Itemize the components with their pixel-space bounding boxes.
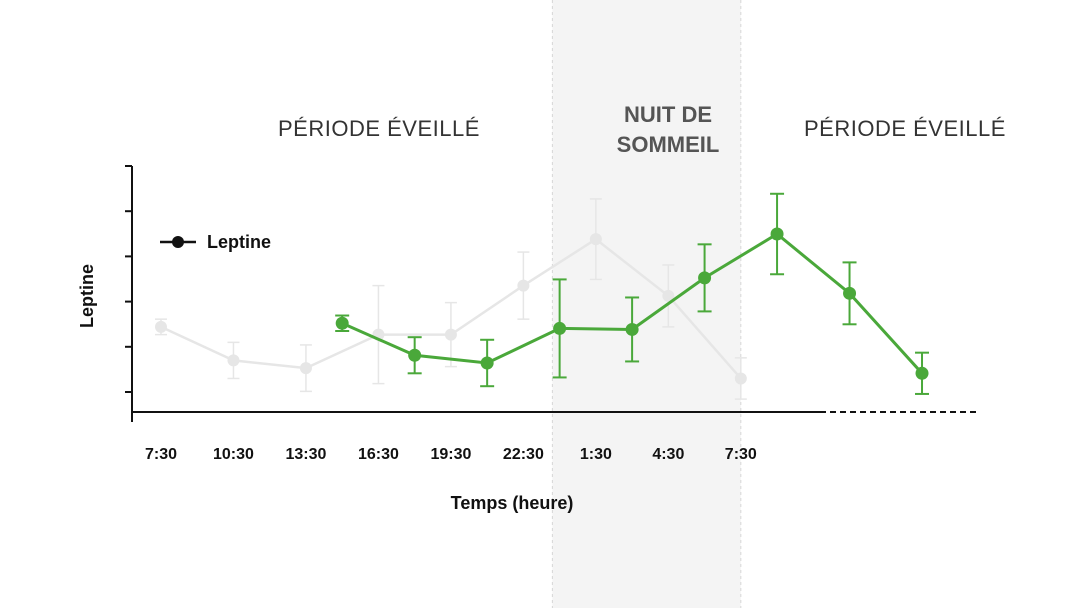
data-point: [408, 348, 422, 362]
faded-series: [154, 198, 747, 400]
data-point: [698, 271, 712, 285]
x-tick-label: 19:30: [430, 446, 471, 463]
data-point: [625, 322, 639, 336]
night-label: NUIT DE SOMMEIL: [577, 100, 759, 160]
legend: Leptine: [160, 232, 271, 252]
data-point: [843, 286, 857, 300]
night-label-line1: NUIT DE: [624, 102, 712, 127]
series-leptine: [335, 192, 930, 395]
faded-point: [589, 233, 602, 246]
wake-period-right-label: PÉRIODE ÉVEILLÉ: [804, 116, 1006, 141]
faded-point: [299, 362, 312, 375]
x-tick-label: 22:30: [503, 446, 544, 463]
x-tick-label: 1:30: [580, 446, 612, 463]
x-tick-label: 7:30: [145, 446, 177, 463]
faded-point: [517, 279, 530, 292]
x-tick-labels: 7:30 10:30 13:30 16:30 19:30 22:30 1:30 4:30 7:3…: [145, 446, 757, 463]
x-axis-title: Temps (heure): [451, 493, 574, 513]
data-point: [553, 321, 567, 335]
axes: [125, 165, 980, 422]
x-tick-label: 4:30: [652, 446, 684, 463]
data-point: [770, 227, 784, 241]
x-tick-label: 16:30: [358, 446, 399, 463]
night-band: [552, 0, 741, 608]
night-label-line2: SOMMEIL: [616, 132, 720, 157]
legend-marker: [172, 236, 184, 248]
data-point: [335, 316, 349, 330]
y-axis-title: Leptine: [77, 264, 97, 328]
x-tick-label: 10:30: [213, 446, 254, 463]
data-point: [480, 356, 494, 370]
wake-period-left-label: PÉRIODE ÉVEILLÉ: [278, 116, 480, 141]
faded-point: [154, 320, 167, 333]
legend-label-leptine: Leptine: [207, 232, 271, 252]
faded-point: [227, 354, 240, 367]
faded-point: [444, 328, 457, 341]
x-tick-label: 7:30: [725, 446, 757, 463]
faded-point: [734, 372, 747, 385]
faded-point: [662, 289, 675, 302]
data-point: [915, 366, 929, 380]
x-tick-label: 13:30: [285, 446, 326, 463]
